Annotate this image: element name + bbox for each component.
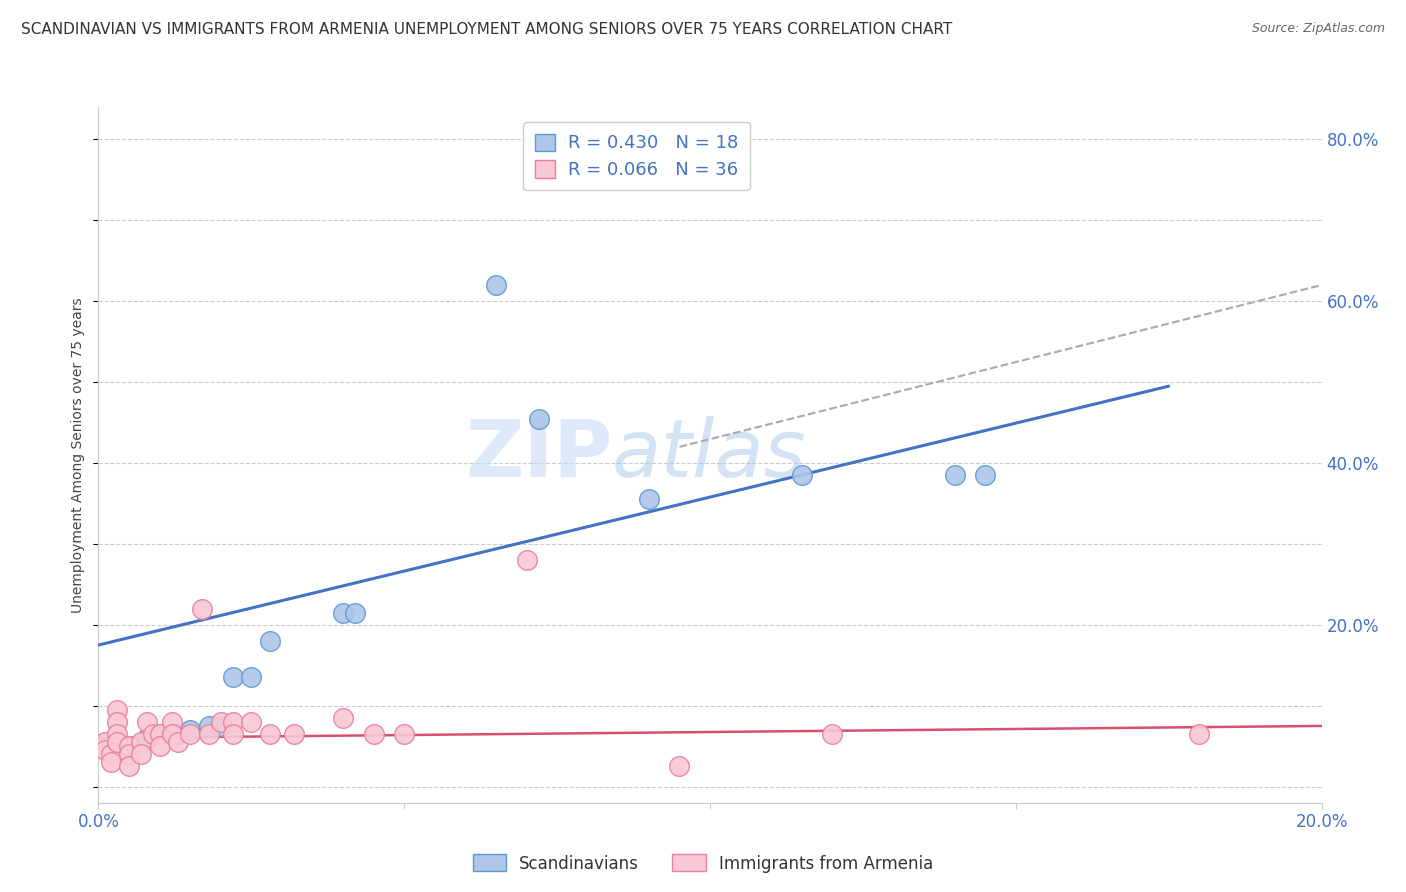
Point bbox=[167, 727, 190, 741]
Point bbox=[142, 727, 165, 741]
Point bbox=[93, 735, 115, 749]
Point bbox=[209, 714, 232, 729]
Point bbox=[392, 727, 416, 741]
Point bbox=[105, 735, 128, 749]
Point bbox=[637, 492, 661, 507]
Point bbox=[259, 634, 281, 648]
Point bbox=[240, 670, 263, 684]
Point bbox=[259, 727, 281, 741]
Point bbox=[129, 747, 152, 762]
Point bbox=[105, 735, 128, 749]
Point bbox=[974, 468, 997, 483]
Point bbox=[179, 727, 201, 741]
Point bbox=[149, 727, 172, 741]
Point bbox=[821, 727, 844, 741]
Point bbox=[209, 719, 232, 733]
Point bbox=[668, 759, 690, 773]
Point bbox=[197, 727, 219, 741]
Point bbox=[129, 735, 152, 749]
Point bbox=[179, 723, 201, 737]
Point bbox=[222, 727, 245, 741]
Point bbox=[100, 747, 122, 762]
Point bbox=[485, 278, 508, 293]
Point bbox=[943, 468, 966, 483]
Point bbox=[100, 756, 122, 770]
Point bbox=[222, 714, 245, 729]
Point bbox=[118, 759, 141, 773]
Point bbox=[283, 727, 305, 741]
Text: Source: ZipAtlas.com: Source: ZipAtlas.com bbox=[1251, 22, 1385, 36]
Point bbox=[332, 711, 354, 725]
Point bbox=[118, 739, 141, 754]
Point bbox=[363, 727, 385, 741]
Point bbox=[527, 411, 550, 425]
Point bbox=[149, 727, 172, 741]
Point bbox=[93, 743, 115, 757]
Point bbox=[105, 714, 128, 729]
Text: atlas: atlas bbox=[612, 416, 807, 494]
Point bbox=[516, 553, 538, 567]
Text: SCANDINAVIAN VS IMMIGRANTS FROM ARMENIA UNEMPLOYMENT AMONG SENIORS OVER 75 YEARS: SCANDINAVIAN VS IMMIGRANTS FROM ARMENIA … bbox=[21, 22, 952, 37]
Point bbox=[197, 719, 219, 733]
Point bbox=[105, 727, 128, 741]
Point bbox=[240, 714, 263, 729]
Point bbox=[790, 468, 813, 483]
Point bbox=[1188, 727, 1211, 741]
Point bbox=[191, 601, 214, 615]
Point bbox=[222, 670, 245, 684]
Legend: Scandinavians, Immigrants from Armenia: Scandinavians, Immigrants from Armenia bbox=[465, 847, 941, 880]
Point bbox=[332, 606, 354, 620]
Point bbox=[149, 739, 172, 754]
Legend: R = 0.430   N = 18, R = 0.066   N = 36: R = 0.430 N = 18, R = 0.066 N = 36 bbox=[523, 122, 749, 190]
Y-axis label: Unemployment Among Seniors over 75 years: Unemployment Among Seniors over 75 years bbox=[72, 297, 86, 613]
Point bbox=[105, 703, 128, 717]
Point bbox=[160, 714, 183, 729]
Point bbox=[167, 735, 190, 749]
Point bbox=[136, 731, 159, 745]
Text: ZIP: ZIP bbox=[465, 416, 612, 494]
Point bbox=[118, 747, 141, 762]
Point bbox=[136, 714, 159, 729]
Point bbox=[160, 727, 183, 741]
Point bbox=[344, 606, 367, 620]
